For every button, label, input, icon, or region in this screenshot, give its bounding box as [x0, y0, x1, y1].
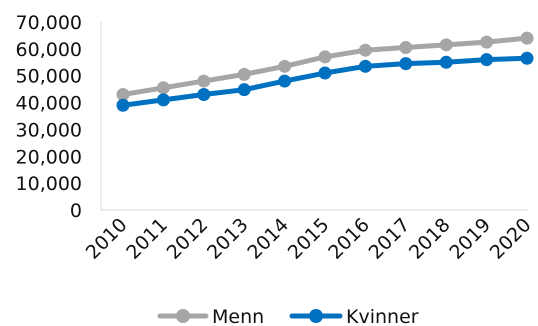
x-tick-label: 2013: [203, 214, 253, 264]
data-point: [480, 35, 494, 49]
data-point: [197, 74, 211, 88]
data-point: [480, 53, 494, 67]
y-axis: 0 10,000 20,000 30,000 40,000 50,000 60,000 70,…: [16, 12, 102, 222]
series-line: [120, 35, 530, 98]
data-point: [439, 55, 453, 69]
data-point: [358, 43, 372, 57]
x-tick-label: 2017: [365, 214, 415, 264]
data-point: [278, 59, 292, 73]
data-point: [156, 93, 170, 107]
x-tick-label: 2020: [486, 214, 536, 264]
legend-label: Kvinner: [346, 306, 419, 326]
data-point: [439, 38, 453, 52]
x-tick-label: 2012: [163, 214, 213, 264]
x-tick-label: 2019: [445, 214, 495, 264]
legend-item-menn: Menn: [157, 306, 264, 326]
x-tick-label: 2016: [324, 214, 374, 264]
data-point: [156, 81, 170, 95]
x-tick-label: 2014: [243, 214, 293, 264]
x-axis: 2010201120122013201420152016201720182019…: [82, 209, 536, 264]
data-point: [116, 98, 130, 112]
series-kvinner: [116, 51, 534, 112]
x-tick-label: 2015: [284, 214, 334, 264]
legend-marker: [309, 309, 323, 323]
data-point: [520, 51, 534, 65]
y-tick-label: 40,000: [16, 93, 82, 115]
legend-item-kvinner: Kvinner: [289, 306, 419, 326]
data-point: [318, 50, 332, 64]
y-tick-label: 70,000: [16, 12, 82, 34]
series-line: [120, 55, 530, 108]
y-tick-label: 20,000: [16, 146, 82, 168]
y-tick-label: 0: [70, 200, 82, 222]
data-point: [197, 88, 211, 102]
series-layer: [116, 31, 534, 112]
x-tick-label: 2010: [82, 214, 132, 264]
y-tick-label: 30,000: [16, 119, 82, 141]
legend-marker: [176, 309, 190, 323]
data-point: [520, 31, 534, 45]
y-tick-label: 60,000: [16, 39, 82, 61]
legend: Menn Kvinner: [157, 306, 419, 326]
data-point: [237, 83, 251, 97]
series-menn: [116, 31, 534, 102]
data-point: [399, 41, 413, 55]
legend-label: Menn: [212, 306, 264, 326]
x-tick-label: 2018: [405, 214, 455, 264]
x-tick-label: 2011: [122, 214, 172, 264]
data-point: [358, 59, 372, 73]
y-tick-label: 10,000: [16, 173, 82, 195]
data-point: [237, 67, 251, 81]
data-point: [318, 66, 332, 80]
data-point: [278, 74, 292, 88]
y-tick-label: 50,000: [16, 66, 82, 88]
data-point: [399, 57, 413, 71]
data-point: [116, 88, 130, 102]
